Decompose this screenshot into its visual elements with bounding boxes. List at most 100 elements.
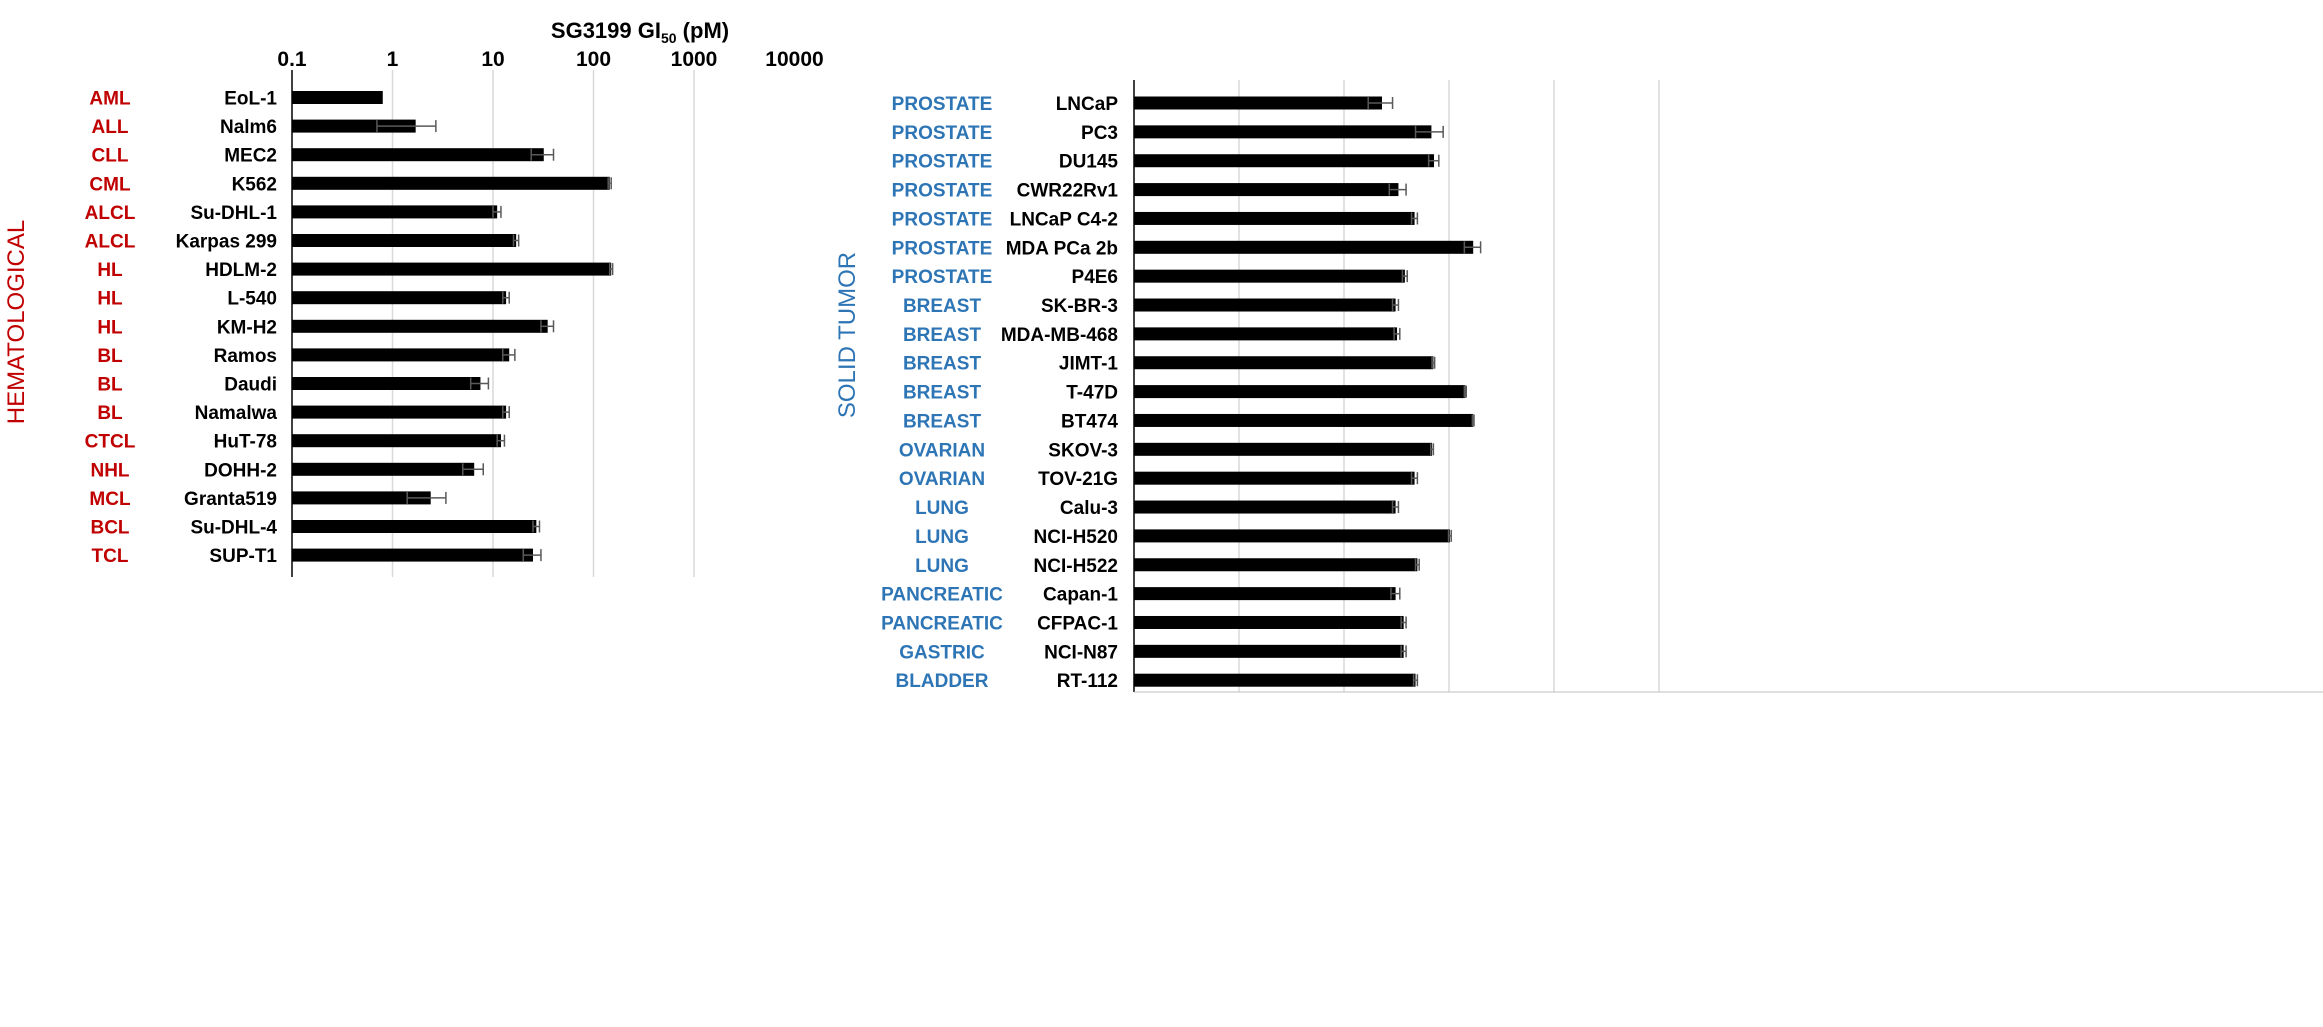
- cell-line-label: Namalwa: [195, 403, 278, 424]
- cell-line-label: RT-112: [1057, 671, 1118, 692]
- bar: [1134, 471, 1415, 485]
- category-label: PROSTATE: [892, 181, 993, 202]
- cell-line-label: Calu-3: [1060, 498, 1118, 519]
- cell-line-label: Ramos: [214, 346, 277, 367]
- error-bar: [1447, 529, 1452, 542]
- bar: [1134, 269, 1405, 283]
- bar: [1134, 327, 1398, 341]
- cell-line-label: JIMT-1: [1059, 354, 1119, 375]
- category-label: PROSTATE: [892, 123, 993, 144]
- bar: [1134, 183, 1399, 197]
- bar: [1134, 211, 1415, 225]
- x-tick-label: 100: [576, 48, 611, 71]
- bar: [292, 520, 537, 533]
- bar: [1134, 587, 1396, 601]
- category-label: HL: [97, 260, 123, 281]
- cell-line-label: L-540: [227, 289, 277, 310]
- category-label: BREAST: [903, 383, 982, 404]
- category-label: BCL: [90, 518, 129, 539]
- cell-line-label: Daudi: [224, 375, 277, 396]
- cell-line-label: MDA-MB-468: [1001, 325, 1118, 346]
- bar: [1134, 356, 1434, 370]
- chart-title-suffix: (pM): [677, 18, 730, 43]
- bar: [1134, 644, 1404, 658]
- cell-line-label: NCI-H522: [1034, 556, 1118, 577]
- error-bar: [1463, 241, 1482, 254]
- cell-line-label: LNCaP C4-2: [1010, 209, 1118, 230]
- cell-line-label: EoL-1: [224, 89, 277, 110]
- error-bar: [1412, 674, 1419, 687]
- cell-line-label: SK-BR-3: [1041, 296, 1118, 317]
- cell-line-label: BT474: [1061, 411, 1118, 432]
- bar: [292, 548, 533, 562]
- x-tick-label: 10000: [765, 48, 823, 71]
- bar: [292, 262, 612, 276]
- error-bar: [522, 549, 542, 562]
- cell-line-label: SUP-T1: [209, 546, 277, 567]
- bar: [292, 176, 610, 190]
- error-bar: [530, 148, 555, 161]
- category-label: LUNG: [915, 556, 969, 577]
- error-bar: [540, 320, 555, 333]
- bar: [292, 319, 548, 333]
- cell-line-label: Nalm6: [220, 117, 277, 138]
- category-label: PROSTATE: [892, 267, 993, 288]
- cell-line-label: SKOV-3: [1048, 440, 1118, 461]
- category-label: HL: [97, 289, 123, 310]
- hematological-panel: 0.1 1 10 100 1000 10000 HEMATOLOGICAL AML EoL-1 A…: [3, 48, 824, 577]
- category-label: PROSTATE: [892, 152, 993, 173]
- bar: [292, 119, 416, 133]
- category-label: CLL: [92, 146, 129, 167]
- category-label: BL: [97, 375, 123, 396]
- error-bar: [608, 263, 614, 276]
- error-bar: [1471, 414, 1475, 427]
- group-label: HEMATOLOGICAL: [3, 220, 30, 425]
- error-bar: [496, 434, 506, 447]
- category-label: CTCL: [85, 432, 136, 453]
- error-bar: [1393, 327, 1401, 340]
- category-label: HL: [97, 317, 123, 338]
- cell-line-label: Su-DHL-4: [190, 518, 277, 539]
- category-label: LUNG: [915, 527, 969, 548]
- bar: [292, 491, 431, 505]
- cell-line-label: CWR22Rv1: [1017, 181, 1119, 202]
- category-label: BREAST: [903, 296, 982, 317]
- bar: [292, 348, 510, 362]
- cell-line-label: DU145: [1059, 152, 1119, 173]
- error-bar: [501, 291, 510, 304]
- error-bar: [1390, 587, 1401, 600]
- bar: [1134, 558, 1418, 572]
- error-bar: [1391, 501, 1400, 514]
- category-label: ALCL: [85, 203, 136, 224]
- error-bar: [1414, 125, 1444, 138]
- solid-tumor-panel: SOLID TUMOR PROSTATE LNCaP PROSTATE PC3 PROST…: [834, 80, 2323, 693]
- bar: [1134, 673, 1416, 687]
- category-label: GASTRIC: [899, 642, 985, 663]
- error-bar: [492, 205, 502, 218]
- error-bar: [469, 377, 490, 390]
- category-label: BREAST: [903, 354, 982, 375]
- category-label: NHL: [90, 460, 129, 481]
- category-label: AML: [89, 89, 131, 110]
- category-label: ALCL: [85, 232, 136, 253]
- cell-line-label: CFPAC-1: [1037, 613, 1118, 634]
- bar: [1134, 385, 1466, 399]
- chart-title: SG3199 GI50 (pM): [551, 18, 729, 46]
- cell-line-label: Capan-1: [1043, 585, 1118, 606]
- error-bar: [1414, 558, 1420, 571]
- category-label: CML: [89, 174, 131, 195]
- error-bar: [1463, 385, 1468, 398]
- category-label: OVARIAN: [899, 440, 985, 461]
- category-label: BL: [97, 403, 123, 424]
- error-bar: [532, 520, 541, 533]
- bar: [1134, 529, 1450, 543]
- error-bar: [1400, 645, 1407, 658]
- svg-text:SG3199 GI50 (pM): SG3199 GI50 (pM): [551, 18, 729, 46]
- error-bar: [406, 491, 447, 504]
- error-bar: [1401, 270, 1408, 283]
- error-bar: [1410, 212, 1419, 225]
- cell-line-label: K562: [232, 174, 277, 195]
- error-bar: [1427, 154, 1440, 167]
- category-label: PROSTATE: [892, 238, 993, 259]
- bar: [292, 434, 501, 448]
